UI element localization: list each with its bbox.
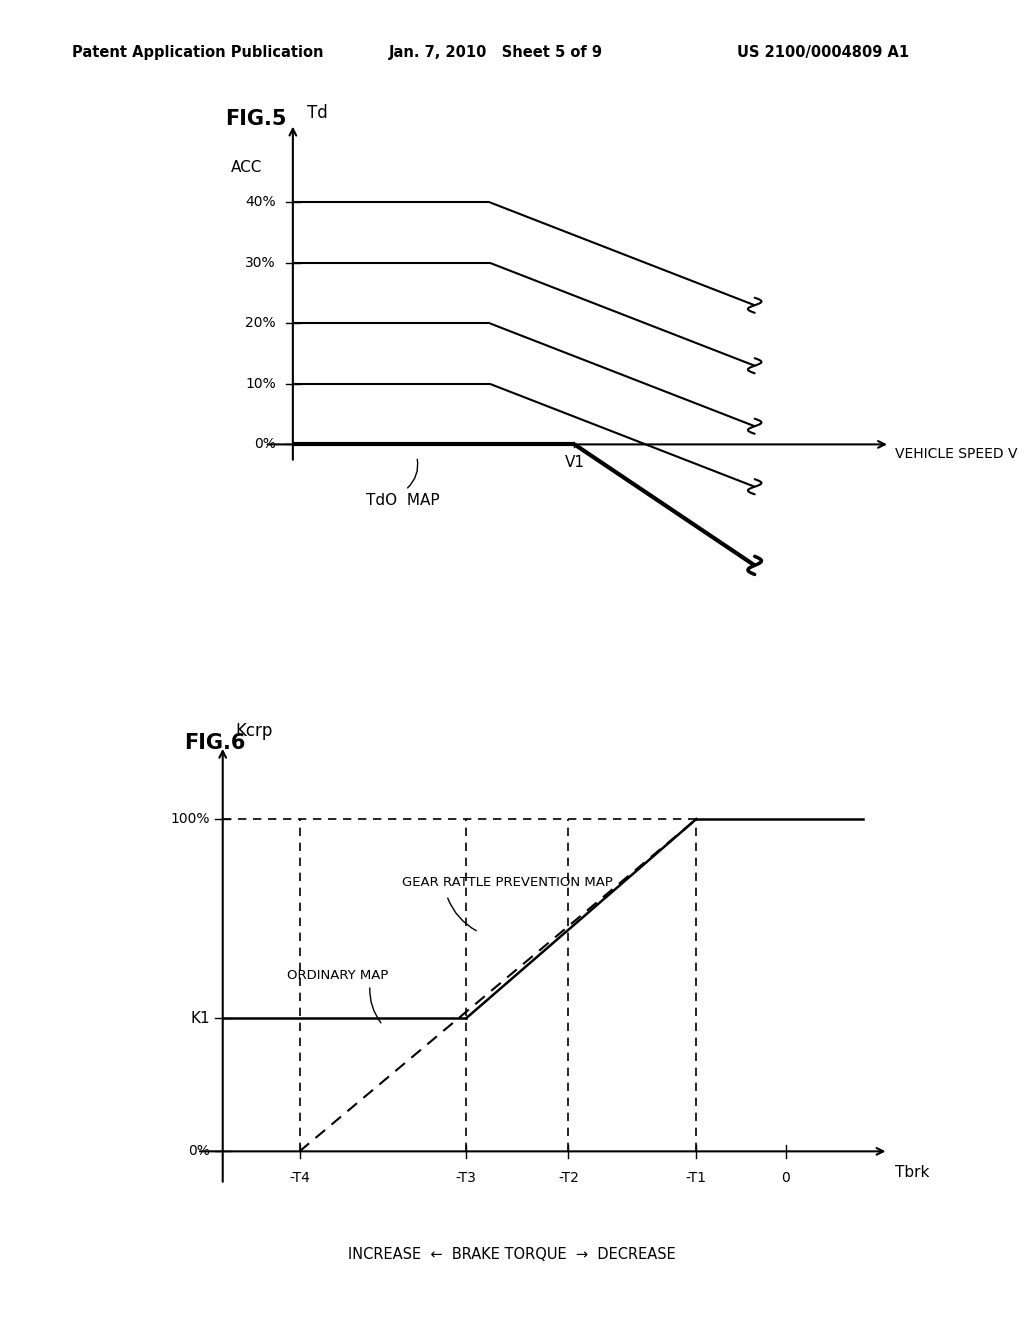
Text: GEAR RATTLE PREVENTION MAP: GEAR RATTLE PREVENTION MAP <box>401 875 612 888</box>
Text: 0%: 0% <box>188 1144 210 1159</box>
Text: INCREASE  ←  BRAKE TORQUE  →  DECREASE: INCREASE ← BRAKE TORQUE → DECREASE <box>348 1247 676 1262</box>
Text: 100%: 100% <box>170 812 210 826</box>
Text: ORDINARY MAP: ORDINARY MAP <box>287 969 388 982</box>
Text: 30%: 30% <box>246 256 276 269</box>
Text: US 2100/0004809 A1: US 2100/0004809 A1 <box>737 45 909 59</box>
Text: -T2: -T2 <box>558 1171 579 1185</box>
Text: Td: Td <box>307 104 328 121</box>
Text: ACC: ACC <box>231 160 262 176</box>
Text: 0%: 0% <box>254 437 276 451</box>
Text: K1: K1 <box>190 1011 210 1026</box>
Text: FIG.6: FIG.6 <box>184 733 246 752</box>
Text: -T1: -T1 <box>686 1171 707 1185</box>
Text: FIG.5: FIG.5 <box>225 108 287 128</box>
Text: -T4: -T4 <box>289 1171 310 1185</box>
Text: 40%: 40% <box>246 195 276 210</box>
Text: -T3: -T3 <box>456 1171 476 1185</box>
Text: Kcrp: Kcrp <box>236 722 272 741</box>
Text: 20%: 20% <box>246 317 276 330</box>
Text: Tbrk: Tbrk <box>895 1164 929 1180</box>
Text: 0: 0 <box>781 1171 791 1185</box>
Text: VEHICLE SPEED V: VEHICLE SPEED V <box>895 447 1018 462</box>
Text: V1: V1 <box>564 455 585 470</box>
Text: Jan. 7, 2010   Sheet 5 of 9: Jan. 7, 2010 Sheet 5 of 9 <box>389 45 603 59</box>
Text: Patent Application Publication: Patent Application Publication <box>72 45 324 59</box>
Text: TdO  MAP: TdO MAP <box>367 492 439 508</box>
Text: 10%: 10% <box>245 378 276 391</box>
